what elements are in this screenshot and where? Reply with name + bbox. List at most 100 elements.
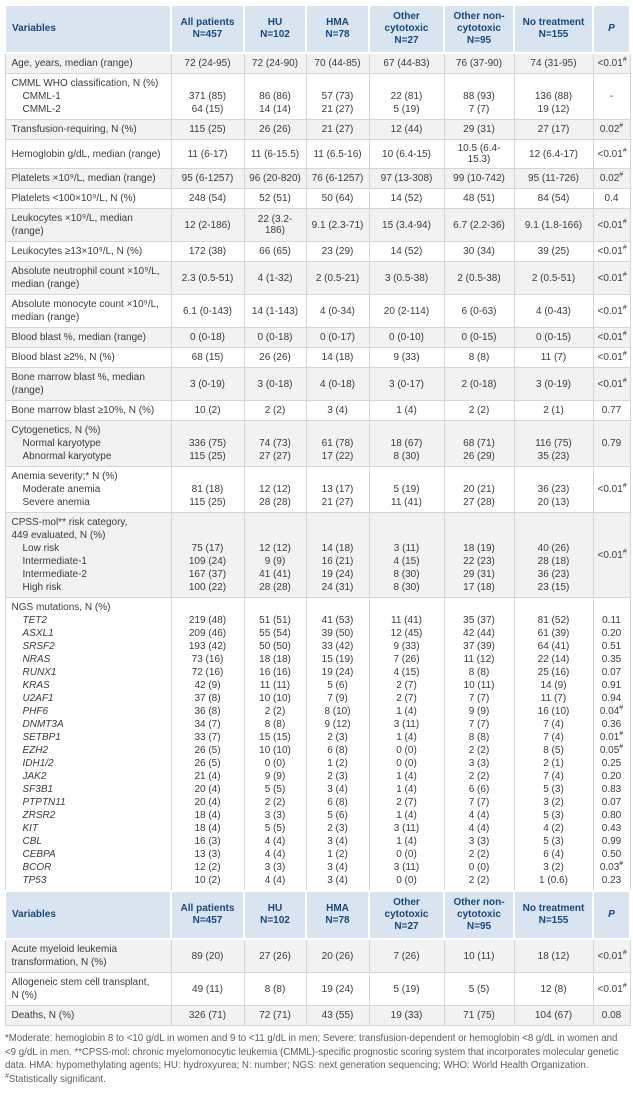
value-line: 7 (7) <box>468 719 490 730</box>
p-value-text: 0.94 <box>601 693 622 704</box>
value-line: 0 (0) <box>468 862 490 873</box>
value-line: 7 (9) <box>327 693 348 704</box>
p-value-text: <0.01 <box>597 305 623 317</box>
value-line: 5 (3) <box>543 836 564 847</box>
value-line: 33 (42) <box>321 641 354 652</box>
value-line: 100 (22) <box>188 582 227 593</box>
value-line: 0 (0) <box>396 758 417 769</box>
row-subitem-label: U2AF1 <box>22 693 54 704</box>
value-line: 12 (45) <box>390 628 423 639</box>
row-subitem-label: Abnormal karyotype <box>22 451 112 462</box>
value-cell: 30 (34) <box>443 241 515 262</box>
p-value-line: 0.07 <box>598 796 626 809</box>
blank-line <box>519 424 589 437</box>
value-cell: 10 (2) <box>170 400 245 421</box>
value-line: 21 (27) <box>321 104 354 115</box>
table-body: Variables All patients N=457 HU N=102 HMA N=78… <box>4 4 631 1026</box>
value-cell: 11 (6-17) <box>170 139 245 169</box>
value-cell: 20 (26) <box>305 938 370 973</box>
p-value-cell: <0.01# <box>592 347 631 368</box>
significance-marker: # <box>622 482 627 490</box>
p-value-text: - <box>609 91 614 102</box>
value-cell: 5 (5) <box>443 972 515 1006</box>
p-value-cell: <0.01# <box>592 972 631 1006</box>
p-value-text: 0.36 <box>601 719 622 730</box>
p-value-text: 0.77 <box>601 405 622 416</box>
p-value-line: 0.20 <box>598 770 626 783</box>
value-line: 81 (18) <box>191 484 224 495</box>
value-line: 86 (86) <box>259 91 291 102</box>
header-col-3: Other cytotoxic N=27 <box>368 890 445 940</box>
value-cell: 12 (2-186) <box>170 208 245 242</box>
value-line: 6 (6) <box>468 784 490 795</box>
header-col-0: All patients N=457 <box>170 890 245 940</box>
blank-line <box>374 516 440 529</box>
header-line: N=27 <box>394 921 419 932</box>
table-row: CPSS-mol** risk category, 449 evaluated, … <box>4 512 631 598</box>
p-value-text: 0.20 <box>601 771 622 782</box>
value-line: 18 (18) <box>259 654 291 665</box>
row-subitem-label: SETBP1 <box>22 732 61 743</box>
value-line: 29 (31) <box>463 569 495 580</box>
value-line: 40 (26) <box>537 543 570 554</box>
header-line: HMA <box>326 17 349 28</box>
header-line: N=102 <box>260 29 290 40</box>
p-value-text: 0.35 <box>601 654 622 665</box>
row-subitem-label: RUNX1 <box>22 667 57 678</box>
value-line: 2 (2) <box>468 745 490 756</box>
header-line: cytotoxic <box>457 909 501 920</box>
row-label-cell: Acute myeloid leukemia transformation, N … <box>4 938 172 973</box>
value-line: 36 (23) <box>537 569 570 580</box>
p-value-text: 0.03 <box>599 862 620 873</box>
value-line: 219 (48) <box>188 615 227 626</box>
p-value-line: 0.80 <box>598 809 626 822</box>
value-cell: 11 (6.5-16) <box>305 139 370 169</box>
value-line: 72 (16) <box>191 667 224 678</box>
value-cell: 14 (18) <box>305 347 370 368</box>
value-line: 3 (11) <box>393 543 420 554</box>
value-cell: 14 (52) <box>368 188 445 209</box>
p-value-line: 0.04# <box>598 705 626 718</box>
value-cell: 81 (52) 61 (39) 64 (41) 22 (14) 25 (16) 14 (9… <box>513 597 594 892</box>
value-line: 8 (8) <box>264 719 286 730</box>
footnote: *Moderate: hemoglobin 8 to <10 g/dL in w… <box>4 1026 629 1086</box>
value-line: 1 (0.6) <box>539 875 568 886</box>
value-line: 16 (3) <box>194 836 221 847</box>
p-value-text: 0.05 <box>599 745 620 756</box>
value-line: 20 (13) <box>537 497 570 508</box>
value-line: 10 (10) <box>259 693 291 704</box>
p-value-line: 0.91 <box>598 679 626 692</box>
blank-line <box>519 470 589 483</box>
value-cell: 3 (0-19) <box>170 367 245 401</box>
row-subitem-label: PTPTN11 <box>22 797 66 808</box>
row-subitem-label: Normal karyotype <box>22 438 101 449</box>
header-col-5: No treatment N=155 <box>513 4 594 54</box>
value-line: 19 (24) <box>321 667 354 678</box>
row-subitem-label: JAK2 <box>22 771 47 782</box>
p-value-cell: <0.01# <box>592 327 631 348</box>
value-line: 7 (4) <box>543 732 564 743</box>
row-subitem-label: EZH2 <box>22 745 49 756</box>
table-row: Cytogenetics, N (%) Normal karyotype Abnor… <box>4 420 631 467</box>
p-value-line: 0.50 <box>598 848 626 861</box>
row-label-cell: Platelets <100×10⁹/L, N (%) <box>4 188 172 209</box>
header-line: N=102 <box>260 915 290 926</box>
blank-line <box>311 529 365 542</box>
table-row: Bone marrow blast ≥10%, N (%) 10 (2) 2 (2)… <box>4 400 631 421</box>
value-cell: 115 (25) <box>170 119 245 140</box>
row-label-cell: CPSS-mol** risk category, 449 evaluated, … <box>4 512 172 598</box>
value-line: 2 (2) <box>468 875 490 886</box>
header-variables: Variables <box>4 890 172 940</box>
significance-marker: # <box>619 860 624 868</box>
row-label-cell: Absolute monocyte count ×10⁹/L, median (r… <box>4 294 172 328</box>
row-label-line: 449 evaluated, N (%) <box>11 530 106 541</box>
value-cell: 9.1 (1.8-166) <box>513 208 594 242</box>
value-cell: 57 (73) 21 (27) <box>305 73 370 120</box>
p-value-line: 0.25 <box>598 757 626 770</box>
value-cell: 29 (31) <box>443 119 515 140</box>
value-cell: 0 (0-10) <box>368 327 445 348</box>
p-value-line: 0.99 <box>598 835 626 848</box>
row-label-line: Absolute neutrophil count ×10⁹/L, <box>11 266 160 277</box>
value-cell: 371 (85) 64 (15) <box>170 73 245 120</box>
